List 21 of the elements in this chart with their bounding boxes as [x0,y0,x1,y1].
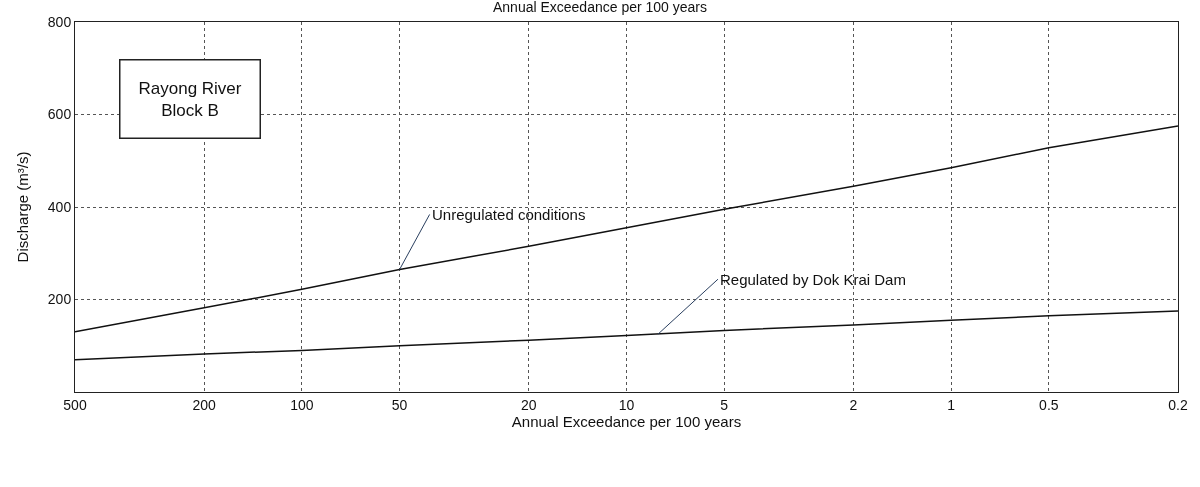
x-tick-label: 5 [720,396,729,413]
y-tick-label: 800 [47,13,72,30]
x-tick-label: 50 [391,396,408,413]
annotation: Rayong River Block B [138,78,242,120]
y-tick-label: 600 [47,106,72,123]
x-tick-label: 100 [290,396,314,413]
annotation: Unregulated conditions [432,206,586,223]
x-tick-label: 0.5 [1039,396,1059,413]
y-tick-label: 200 [47,291,72,308]
x-tick-label: 10 [618,396,635,413]
y-axis-title: Discharge (m³/s) [14,151,32,263]
y-tick-label: 400 [47,198,72,215]
x-tick-label: 20 [520,396,537,413]
x-tick-label: 200 [192,396,217,413]
x-axis-title: Annual Exceedance per 100 years [511,412,742,430]
x-tick-label: 1 [947,396,956,413]
chart-title: Annual Exceedance per 100 years [492,0,708,16]
x-tick-label: 2 [849,396,858,413]
x-tick-label: 0.2 [1168,396,1188,413]
annotation: Regulated by Dok Krai Dam [720,271,906,288]
x-tick-label: 500 [63,396,87,413]
